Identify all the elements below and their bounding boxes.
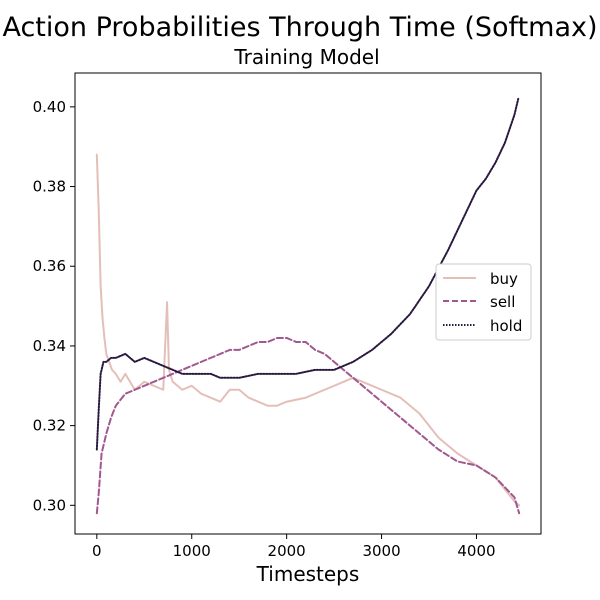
legend-label-buy: buy xyxy=(490,270,518,288)
y-tick-label: 0.34 xyxy=(33,337,66,355)
y-tick-label: 0.30 xyxy=(33,496,66,514)
x-tick-label: 1000 xyxy=(173,542,211,560)
x-tick-label: 4000 xyxy=(457,542,495,560)
x-axis-ticks: 0 1000 2000 3000 4000 xyxy=(92,534,496,560)
chart-subtitle: Training Model xyxy=(233,45,379,69)
chart-title: Action Probabilities Through Time (Softm… xyxy=(2,12,597,43)
y-tick-label: 0.38 xyxy=(33,178,66,196)
series-line-buy xyxy=(95,153,521,507)
x-axis-label: Timesteps xyxy=(256,562,360,586)
legend: buy sell hold xyxy=(435,263,532,341)
y-tick-label: 0.36 xyxy=(33,257,66,275)
legend-label-sell: sell xyxy=(490,293,515,311)
x-tick-label: 0 xyxy=(92,542,102,560)
y-axis-ticks: 0.30 0.32 0.34 0.36 0.38 0.40 xyxy=(33,98,75,514)
x-tick-label: 2000 xyxy=(268,542,306,560)
legend-label-hold: hold xyxy=(490,317,522,335)
series-layer xyxy=(95,97,521,515)
y-tick-label: 0.40 xyxy=(33,98,66,116)
legend-box xyxy=(435,263,532,341)
series-line-sell xyxy=(95,336,521,515)
x-tick-label: 3000 xyxy=(362,542,400,560)
series-line-hold xyxy=(95,97,520,451)
y-tick-label: 0.32 xyxy=(33,417,66,435)
